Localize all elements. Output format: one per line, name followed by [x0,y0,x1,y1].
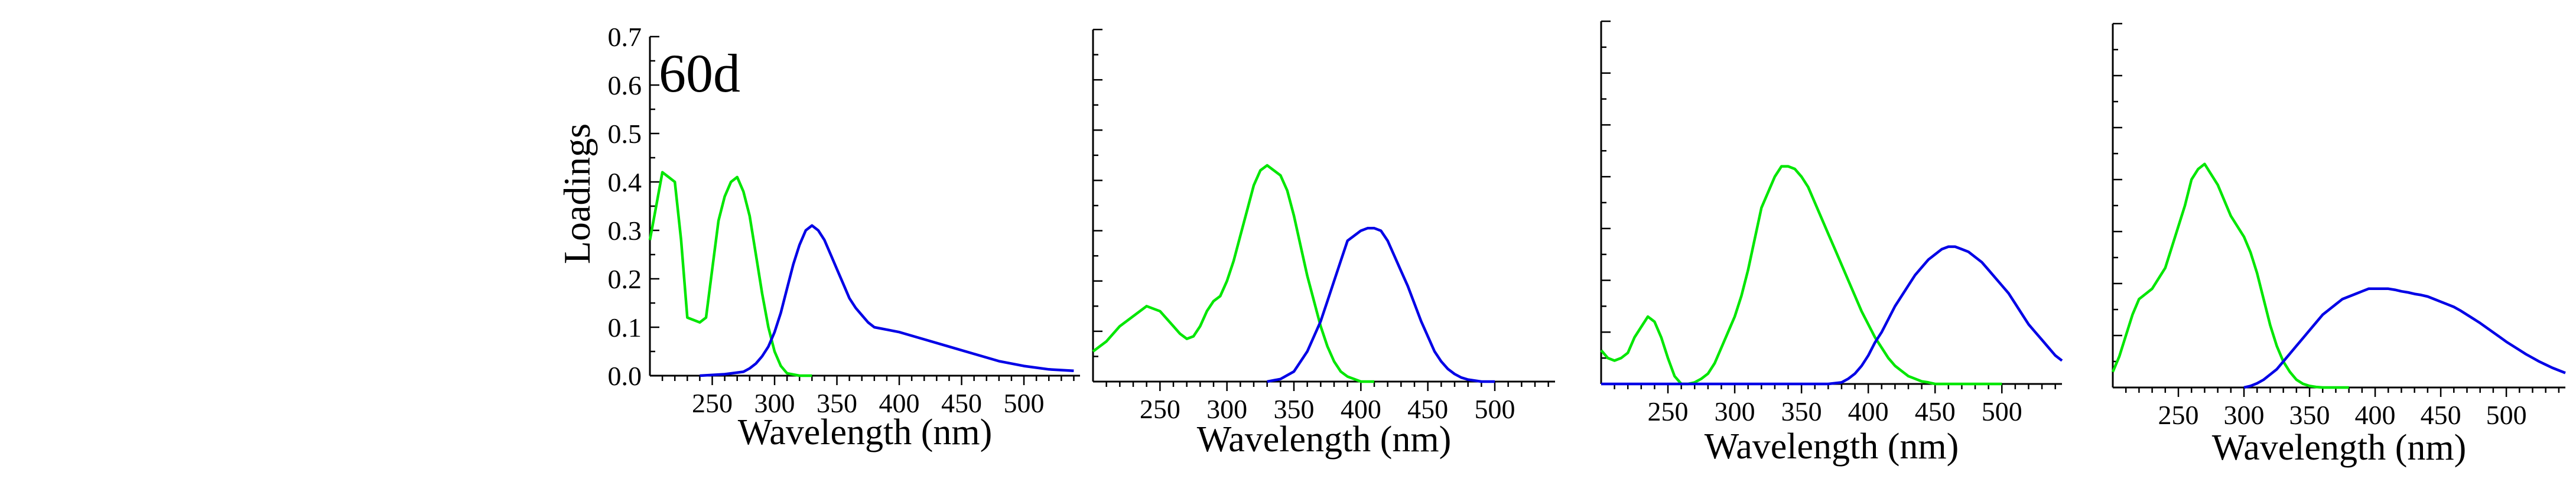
x-tick-label: 250 [692,388,733,418]
chart-panel-2: 250 300 350 400 450 500 Wavelength (nm) [1092,28,1555,460]
chart-panel-3: 250 300 350 400 450 500 Wavelength (nm) [1600,20,2063,467]
x-tick-label: 450 [2421,400,2461,430]
x-tick-label: 500 [1982,396,2022,426]
x-tick-label: 250 [2158,400,2199,430]
sample-label: 60d [659,43,740,103]
x-tick-label: 500 [1475,394,1515,424]
chart-panel-1: 60d Loadings 0.0 0.1 0.2 0.3 0.4 0.5 0.6 0.7 250… [556,22,1080,452]
y-tick-label: 0.1 [608,312,642,343]
y-tick-label: 0.0 [608,361,642,391]
x-axis-label: Wavelength (nm) [1197,419,1452,460]
y-tick-label: 0.6 [608,70,642,100]
y-tick-label: 0.5 [608,119,642,149]
x-tick-label: 450 [1915,396,1956,426]
x-tick-label: 350 [817,388,857,418]
emission-series-line [1267,227,1495,383]
x-tick-label: 300 [2224,400,2265,430]
x-tick-label: 350 [1274,394,1315,424]
x-tick-label: 300 [1715,396,1755,426]
x-axis-label: Wavelength (nm) [1705,426,1959,467]
chart-panel-4: 250 300 350 400 450 500 Wavelength (nm) [2111,22,2566,468]
emission-series-line [2243,287,2566,389]
x-axis-label: Wavelength (nm) [2212,428,2467,468]
y-tick-label: 0.7 [608,22,642,52]
x-tick-label: 400 [1341,394,1381,424]
x-tick-label: 250 [1140,394,1180,424]
y-axis-label: Loadings [556,123,598,264]
y-tick-label: 0.3 [608,216,642,246]
excitation-series-line [1092,164,1374,383]
y-tick-label: 0.4 [608,167,642,197]
x-tick-label: 400 [879,388,920,418]
x-tick-label: 400 [1848,396,1889,426]
x-axis-label: Wavelength (nm) [738,412,993,452]
excitation-series-line [1600,165,2002,386]
x-tick-label: 300 [1206,394,1247,424]
excitation-series-line [2111,162,2349,389]
x-tick-label: 450 [941,388,982,418]
emission-series-line [1601,245,2063,386]
x-tick-label: 400 [2355,400,2396,430]
x-tick-label: 450 [1407,394,1448,424]
y-tick-label: 0.2 [608,264,642,294]
x-tick-label: 350 [2289,400,2330,430]
emission-series-line [700,224,1074,377]
x-tick-label: 300 [754,388,795,418]
x-tick-label: 500 [2486,400,2527,430]
x-tick-label: 350 [1781,396,1822,426]
excitation-series-line [648,171,812,377]
x-tick-label: 250 [1648,396,1689,426]
x-tick-label: 500 [1004,388,1045,418]
